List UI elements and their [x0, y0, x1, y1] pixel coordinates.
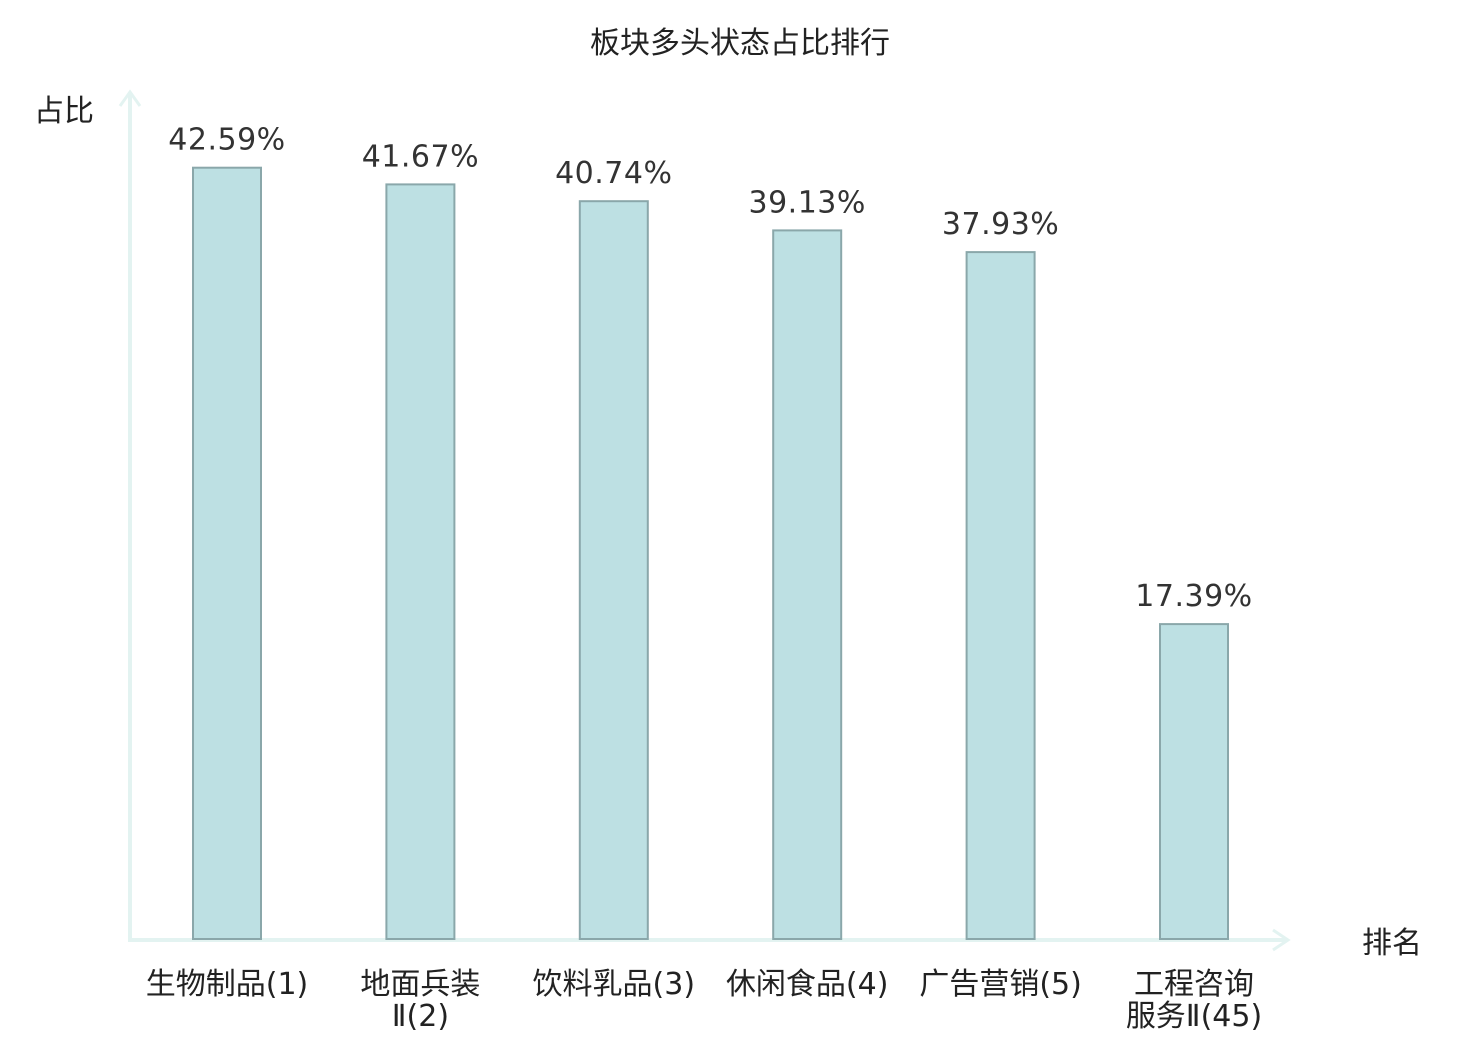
x-tick-label-6: 工程咨询服务Ⅱ(45) — [1126, 967, 1262, 1034]
x-tick-label-line: 饮料乳品(3) — [533, 967, 696, 1002]
chart-title: 板块多头状态占比排行 — [590, 26, 890, 61]
x-tick-label-line: 地面兵装 — [360, 967, 480, 1002]
value-label-1: 42.59% — [168, 123, 285, 158]
x-axis-arrow — [1272, 928, 1291, 952]
x-tick-label-5: 广告营销(5) — [919, 967, 1082, 1002]
x-tick-label-2: 地面兵装 Ⅱ(2) — [360, 967, 480, 1034]
bars — [192, 166, 1229, 941]
bar-5 — [965, 251, 1036, 941]
x-axis-label: 排名 — [1362, 926, 1422, 961]
x-tick-label-line: Ⅱ(2) — [392, 999, 449, 1034]
bar-3 — [578, 200, 649, 940]
x-tick-label-line: 工程咨询 — [1134, 967, 1254, 1002]
x-tick-label-line: 生物制品(1) — [146, 967, 309, 1002]
bar-2 — [385, 183, 456, 940]
x-tick-label-line: 休闲食品(4) — [726, 967, 889, 1002]
x-tick-label-line: 服务Ⅱ(45) — [1126, 999, 1262, 1034]
x-tick-labels: 生物制品(1) 地面兵装 Ⅱ(2) 饮料乳品(3) 休闲食品(4) 广告营销(5) 工程咨询… — [146, 967, 1262, 1034]
y-axis-arrow — [118, 89, 142, 107]
x-tick-label-1: 生物制品(1) — [146, 967, 309, 1002]
x-tick-label-line: 广告营销(5) — [919, 967, 1082, 1002]
bar-1 — [192, 166, 262, 940]
x-tick-label-4: 休闲食品(4) — [726, 967, 889, 1002]
value-label-4: 39.13% — [749, 185, 866, 220]
bar-4 — [772, 229, 843, 940]
value-label-3: 40.74% — [555, 156, 672, 191]
bar-6 — [1159, 623, 1229, 940]
value-label-6: 17.39% — [1135, 579, 1252, 614]
axes — [118, 89, 1291, 952]
value-labels: 42.59% 41.67% 40.74% 39.13% 37.93% 17.39% — [168, 123, 1252, 614]
y-axis-label: 占比 — [34, 94, 94, 129]
value-label-2: 41.67% — [362, 139, 479, 174]
value-label-5: 37.93% — [942, 207, 1059, 242]
x-tick-label-3: 饮料乳品(3) — [533, 967, 696, 1002]
